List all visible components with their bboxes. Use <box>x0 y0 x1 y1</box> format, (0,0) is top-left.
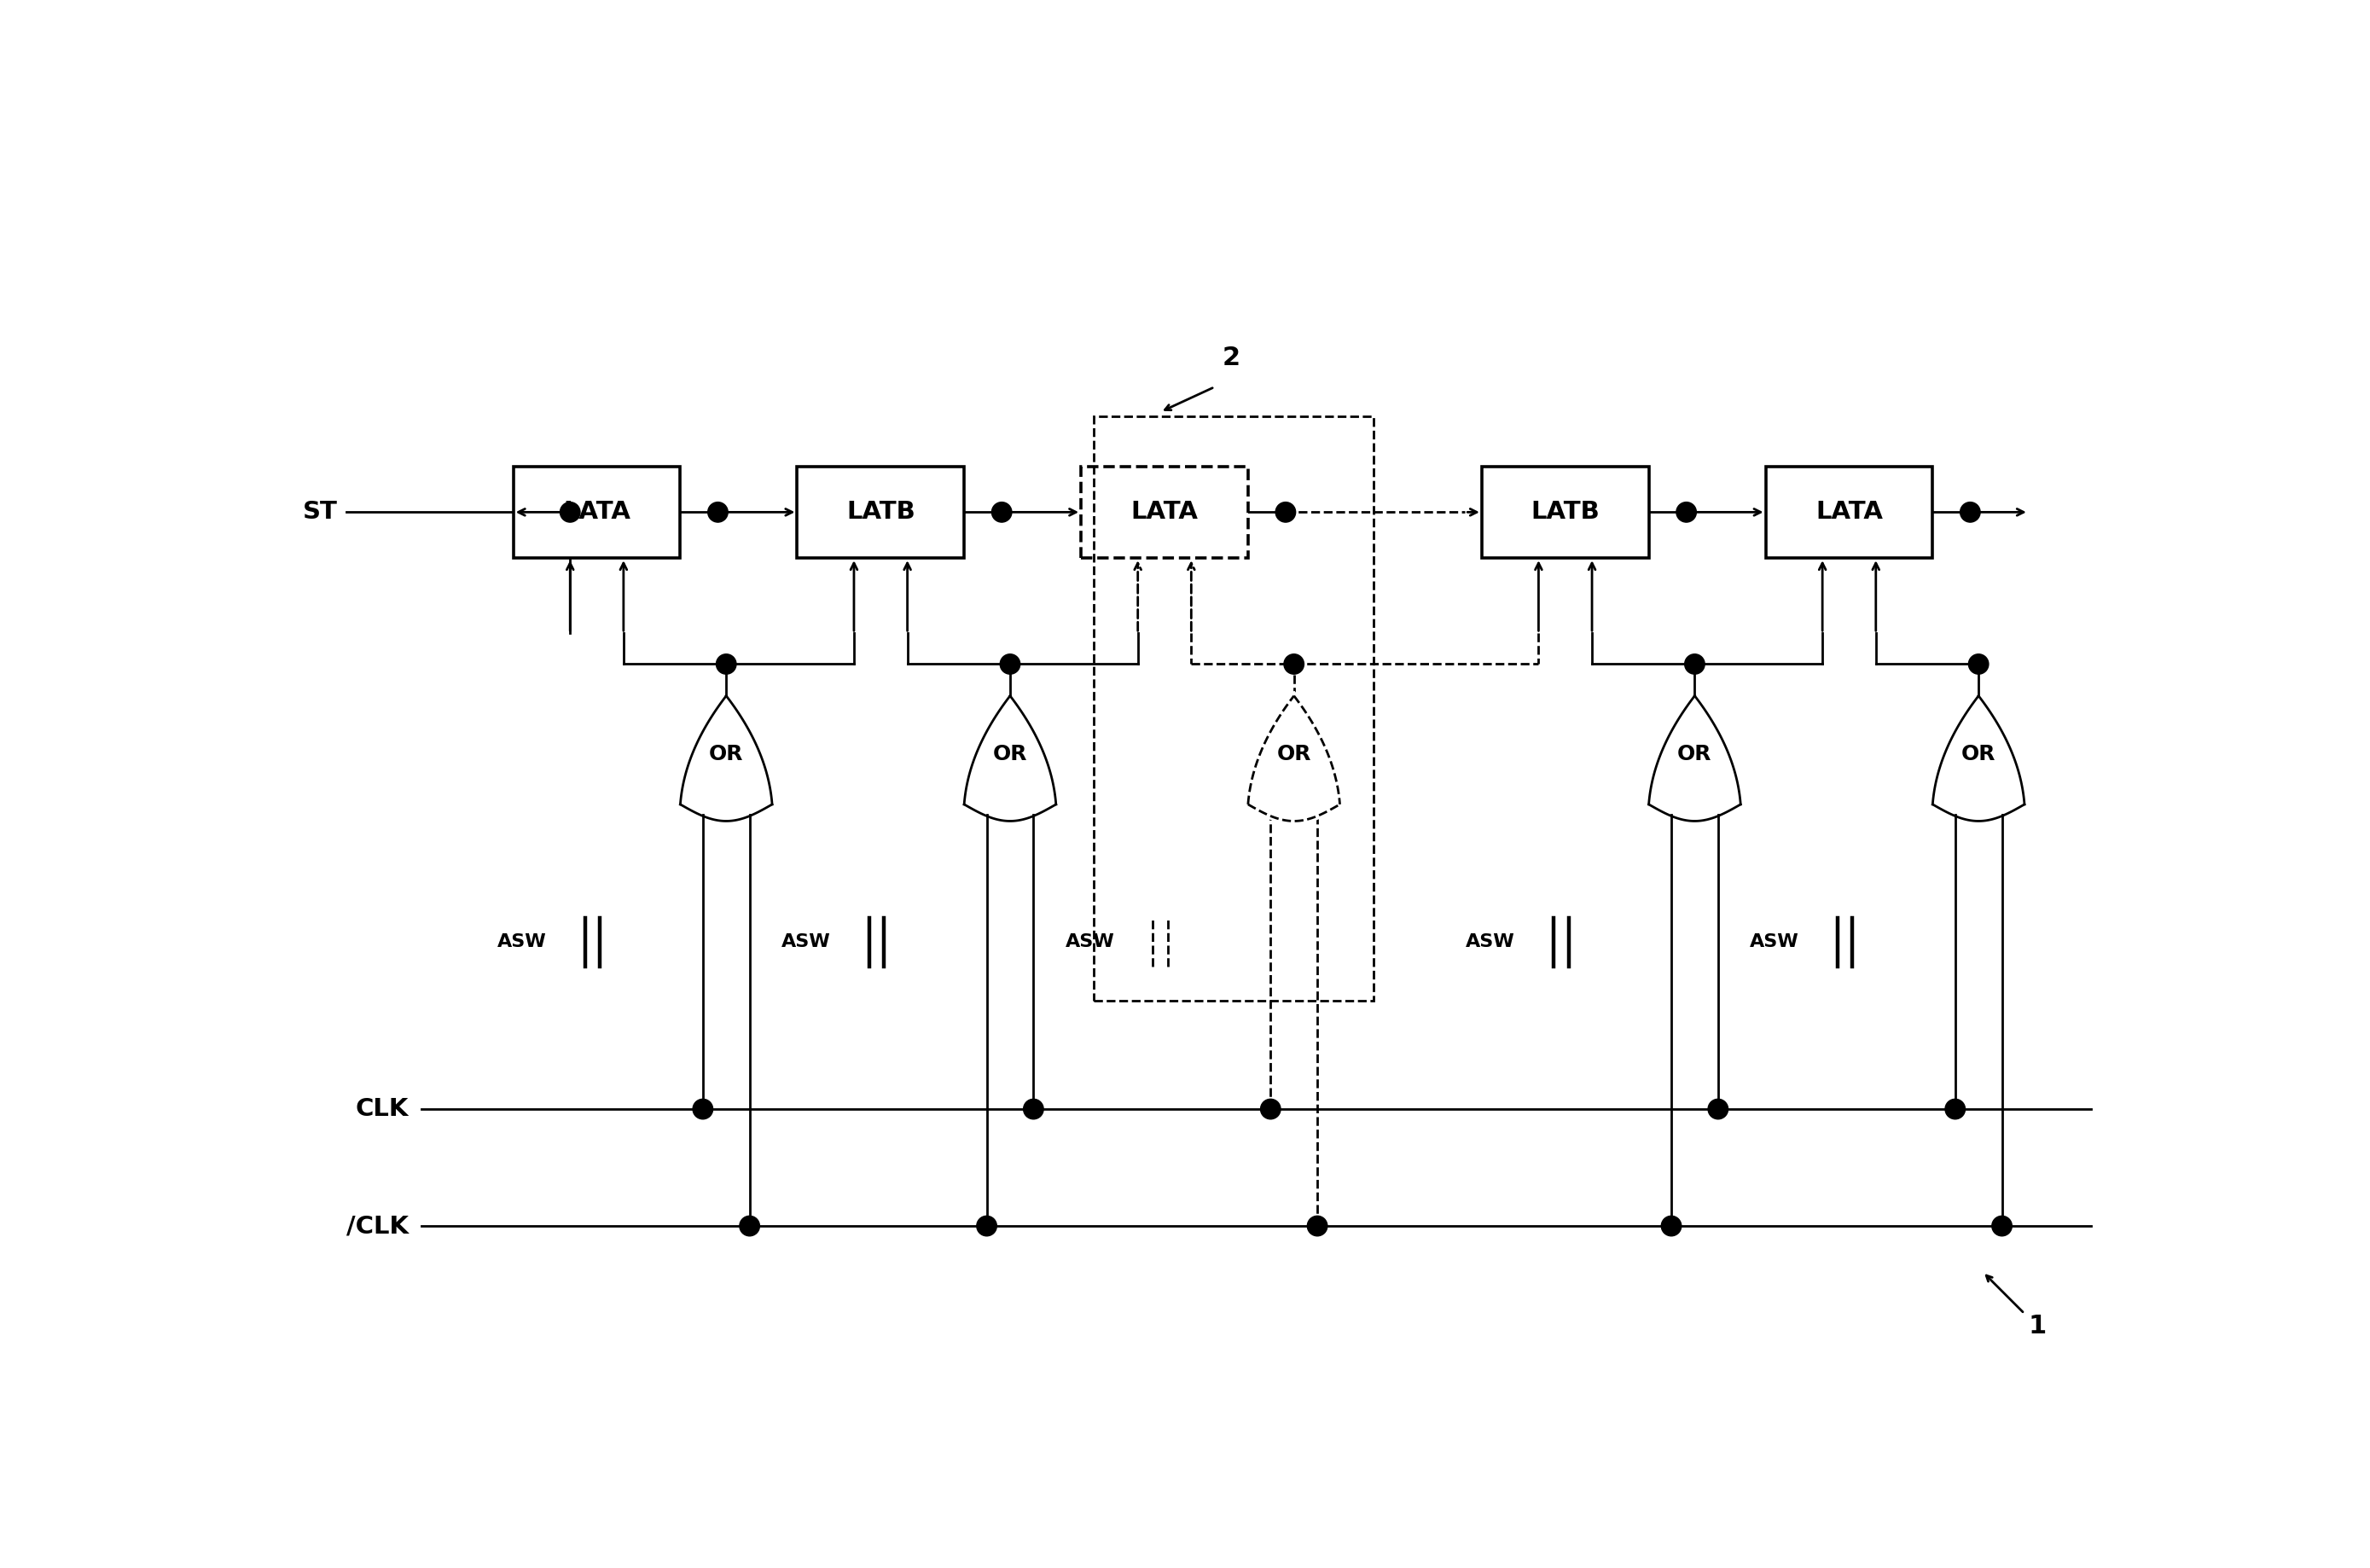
Circle shape <box>1308 1215 1327 1236</box>
Bar <box>1093 416 1372 1000</box>
Circle shape <box>1685 654 1704 674</box>
Text: ASW: ASW <box>1467 933 1514 950</box>
Text: ASW: ASW <box>1064 933 1114 950</box>
Polygon shape <box>680 696 773 822</box>
Text: LATB: LATB <box>1531 500 1600 524</box>
Circle shape <box>739 1215 761 1236</box>
Text: LATB: LATB <box>846 500 915 524</box>
Text: OR: OR <box>1678 745 1711 765</box>
Circle shape <box>976 1215 998 1236</box>
Text: LATA: LATA <box>1815 500 1882 524</box>
Text: OR: OR <box>993 745 1026 765</box>
Circle shape <box>1676 502 1697 522</box>
Circle shape <box>1275 502 1296 522</box>
Circle shape <box>991 502 1012 522</box>
Circle shape <box>1661 1215 1680 1236</box>
Text: OR: OR <box>709 745 744 765</box>
Text: ASW: ASW <box>1749 933 1799 950</box>
Circle shape <box>692 1099 713 1120</box>
Text: 1: 1 <box>2029 1314 2045 1339</box>
Text: OR: OR <box>1277 745 1311 765</box>
Circle shape <box>1000 654 1019 674</box>
Circle shape <box>1709 1099 1728 1120</box>
Bar <box>1766 466 1932 558</box>
Text: ST: ST <box>303 500 339 524</box>
Bar <box>514 466 680 558</box>
Bar <box>796 466 965 558</box>
Text: 2: 2 <box>1223 345 1240 370</box>
Circle shape <box>1285 654 1304 674</box>
Text: OR: OR <box>1962 745 1996 765</box>
Text: LATA: LATA <box>1130 500 1199 524</box>
Polygon shape <box>1249 696 1339 822</box>
Text: ASW: ASW <box>782 933 830 950</box>
Polygon shape <box>1650 696 1740 822</box>
Bar <box>1081 466 1249 558</box>
Circle shape <box>709 502 728 522</box>
Text: CLK: CLK <box>356 1098 410 1121</box>
Polygon shape <box>1932 696 2024 822</box>
Circle shape <box>1969 654 1988 674</box>
Polygon shape <box>965 696 1057 822</box>
Text: ASW: ASW <box>498 933 547 950</box>
Circle shape <box>1261 1099 1280 1120</box>
Circle shape <box>1946 1099 1965 1120</box>
Text: /CLK: /CLK <box>346 1214 410 1237</box>
Circle shape <box>559 502 581 522</box>
Circle shape <box>1024 1099 1043 1120</box>
Circle shape <box>1960 502 1981 522</box>
Circle shape <box>716 654 737 674</box>
Bar <box>1481 466 1650 558</box>
Text: LATA: LATA <box>564 500 630 524</box>
Circle shape <box>1991 1215 2012 1236</box>
